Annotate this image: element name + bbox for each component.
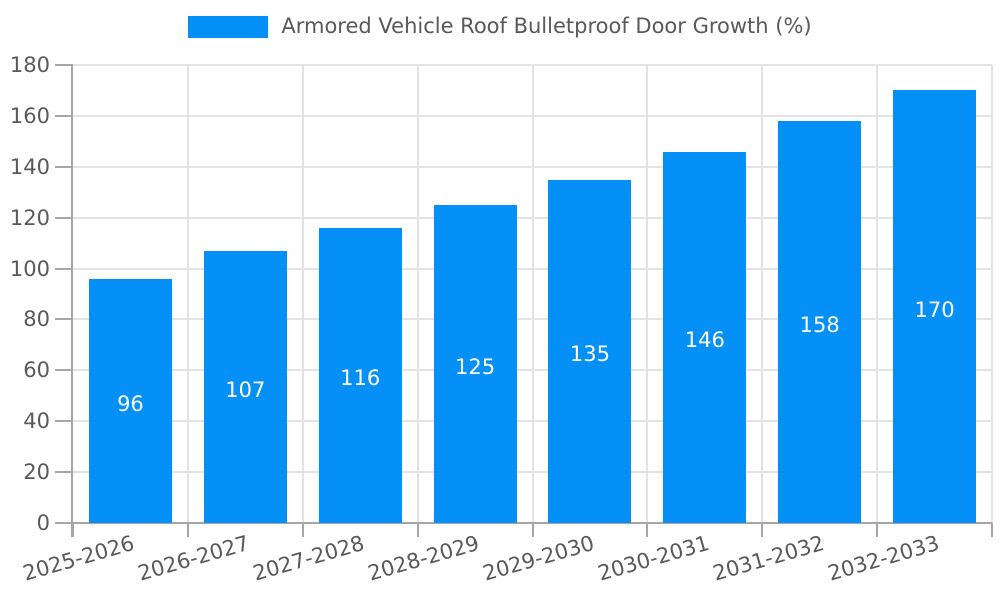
y-tick xyxy=(55,64,73,66)
y-tick xyxy=(55,165,73,168)
x-tick xyxy=(416,523,419,537)
y-tick-label: 120 xyxy=(9,205,50,230)
bar-value-label: 135 xyxy=(569,342,610,367)
y-axis xyxy=(71,65,73,537)
bar-value-label: 116 xyxy=(340,366,381,391)
bar xyxy=(548,179,632,523)
bar-value-label: 107 xyxy=(225,377,266,402)
bar xyxy=(778,120,862,523)
x-tick xyxy=(186,523,189,537)
legend-swatch xyxy=(188,15,269,38)
gridline-v xyxy=(416,65,419,523)
bar xyxy=(893,90,977,523)
gridline-v xyxy=(646,65,649,523)
y-tick xyxy=(55,369,73,372)
y-tick-label: 20 xyxy=(23,460,50,485)
x-tick xyxy=(991,523,993,537)
gridline-v xyxy=(301,65,304,523)
y-tick-label: 100 xyxy=(9,256,50,281)
bar-value-label: 146 xyxy=(684,328,725,353)
x-tick xyxy=(72,523,74,537)
x-tick xyxy=(876,523,879,537)
x-tick xyxy=(761,523,764,537)
bar-value-label: 96 xyxy=(117,391,144,416)
y-tick xyxy=(55,267,73,270)
bar xyxy=(88,278,172,523)
y-tick-label: 80 xyxy=(23,307,50,332)
bar-value-label: 125 xyxy=(455,354,496,379)
x-tick xyxy=(301,523,304,537)
x-tick xyxy=(531,523,534,537)
gridline-v xyxy=(876,65,879,523)
y-tick xyxy=(55,318,73,321)
bar-value-label: 170 xyxy=(914,297,955,322)
gridline-v xyxy=(531,65,534,523)
y-tick-label: 40 xyxy=(23,409,50,434)
y-tick xyxy=(55,216,73,219)
y-tick xyxy=(55,471,73,474)
y-tick-label: 0 xyxy=(36,511,50,535)
bar xyxy=(663,151,747,523)
y-tick xyxy=(55,522,73,524)
bar xyxy=(433,204,517,523)
bar xyxy=(318,227,402,523)
gridline-v xyxy=(186,65,189,523)
legend[interactable]: Armored Vehicle Roof Bulletproof Door Gr… xyxy=(0,14,1000,39)
y-tick-label: 180 xyxy=(9,53,50,77)
y-tick-label: 60 xyxy=(23,358,50,383)
y-tick-label: 140 xyxy=(9,154,50,179)
gridline-v xyxy=(761,65,764,523)
bar xyxy=(203,250,287,523)
y-tick-label: 160 xyxy=(9,103,50,128)
x-tick xyxy=(646,523,649,537)
bar-value-label: 158 xyxy=(799,312,840,337)
y-tick xyxy=(55,114,73,117)
legend-label: Armored Vehicle Roof Bulletproof Door Gr… xyxy=(281,14,812,38)
gridline-v xyxy=(991,65,993,523)
y-tick xyxy=(55,420,73,423)
